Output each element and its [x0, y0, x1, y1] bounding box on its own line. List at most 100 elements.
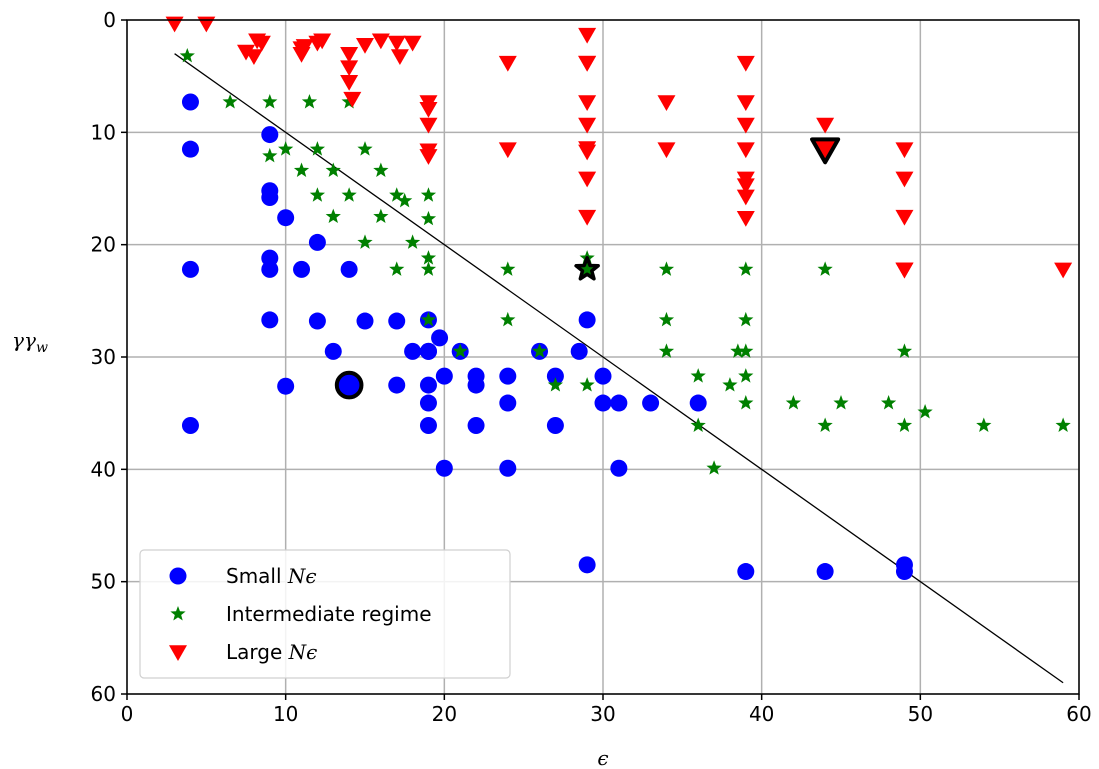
point-star	[579, 377, 595, 392]
point-triangle_down	[1054, 262, 1073, 279]
point-star	[896, 417, 913, 432]
point-triangle_down	[578, 55, 597, 72]
point-star	[817, 417, 833, 432]
point-star	[262, 147, 278, 163]
point-triangle_down	[237, 44, 255, 61]
y-axis-label-subscript: w	[36, 340, 48, 356]
point-star	[420, 250, 437, 265]
highlight-point-star	[574, 256, 600, 281]
reference-line	[174, 53, 1064, 684]
point-star	[301, 94, 318, 109]
point-star	[722, 377, 738, 392]
point-triangle_down	[340, 60, 359, 77]
point-circle	[419, 342, 437, 360]
point-triangle_down	[313, 33, 332, 50]
point-star	[262, 94, 278, 109]
point-star	[389, 187, 405, 202]
point-triangle_down	[578, 144, 597, 161]
x-tick-label: 20	[432, 702, 457, 726]
point-circle	[546, 367, 564, 385]
point-circle	[261, 311, 279, 329]
point-triangle_down	[419, 149, 438, 165]
point-circle	[308, 233, 326, 251]
point-triangle_down	[895, 142, 914, 159]
point-star	[373, 208, 389, 224]
legend-label-text: Large	[226, 640, 289, 664]
point-star	[325, 162, 341, 177]
point-star	[179, 47, 195, 63]
data-points	[165, 16, 1073, 581]
point-triangle_down	[736, 95, 755, 112]
point-triangle_down	[498, 142, 517, 159]
point-triangle_down	[736, 189, 755, 206]
point-star	[404, 234, 421, 249]
point-circle	[181, 417, 199, 435]
point-triangle_down	[165, 16, 184, 33]
legend-marker-triangle_down	[169, 645, 187, 661]
point-star	[738, 343, 754, 358]
point-circle	[419, 394, 437, 412]
y-tick-label: 10	[91, 120, 116, 144]
point-star	[896, 343, 913, 358]
point-triangle_down	[736, 142, 755, 159]
point-circle	[467, 376, 485, 394]
legend-box	[139, 549, 511, 679]
point-triangle_down	[390, 49, 409, 65]
point-triangle_down	[736, 55, 755, 72]
point-circle	[499, 459, 517, 477]
point-triangle_down	[197, 16, 216, 33]
point-circle	[610, 459, 628, 477]
point-circle	[546, 417, 564, 435]
point-circle	[277, 377, 295, 395]
point-circle	[340, 260, 358, 278]
y-tick-label: 30	[91, 345, 116, 369]
point-star	[658, 343, 675, 358]
point-circle	[737, 563, 755, 581]
point-star	[325, 208, 341, 224]
point-triangle_down	[736, 178, 755, 195]
point-star	[357, 234, 373, 249]
point-star	[531, 343, 548, 358]
point-circle	[689, 394, 707, 412]
legend-label: Small Nϵ	[226, 564, 317, 588]
y-tick-label: 20	[91, 233, 116, 257]
point-star	[293, 162, 310, 177]
point-triangle_down	[578, 209, 597, 226]
legend-label: Intermediate regime	[226, 602, 432, 626]
point-circle	[431, 329, 449, 347]
legend-label-math: Nϵ	[288, 640, 318, 664]
point-star	[1055, 417, 1071, 432]
point-triangle_down	[340, 46, 359, 63]
point-star	[420, 261, 437, 276]
point-star	[833, 395, 849, 410]
point-circle	[277, 209, 295, 227]
point-triangle_down	[657, 95, 676, 112]
point-triangle_down	[498, 55, 517, 72]
point-circle	[181, 93, 199, 111]
point-star	[738, 311, 754, 327]
point-triangle_down	[895, 171, 914, 188]
legend-label-text: Intermediate regime	[226, 602, 432, 626]
point-circle	[404, 342, 422, 360]
point-triangle_down	[657, 142, 676, 159]
point-star	[373, 162, 389, 177]
point-circle	[594, 367, 612, 385]
highlight-point-circle	[334, 370, 364, 400]
point-triangle_down	[816, 117, 835, 134]
point-circle	[499, 394, 517, 412]
y-tick-label: 60	[91, 682, 116, 706]
point-circle	[895, 563, 913, 581]
point-circle	[499, 367, 517, 385]
point-star	[222, 94, 238, 109]
y-tick-label: 50	[91, 570, 116, 594]
y-axis-label-base: γγ	[12, 328, 36, 352]
point-triangle_down	[343, 91, 362, 108]
point-triangle_down	[419, 117, 438, 134]
point-star	[817, 261, 833, 276]
point-triangle_down	[387, 35, 406, 52]
point-star	[785, 395, 802, 410]
point-star	[690, 368, 706, 383]
point-triangle_down	[895, 262, 914, 279]
point-star	[658, 311, 675, 327]
